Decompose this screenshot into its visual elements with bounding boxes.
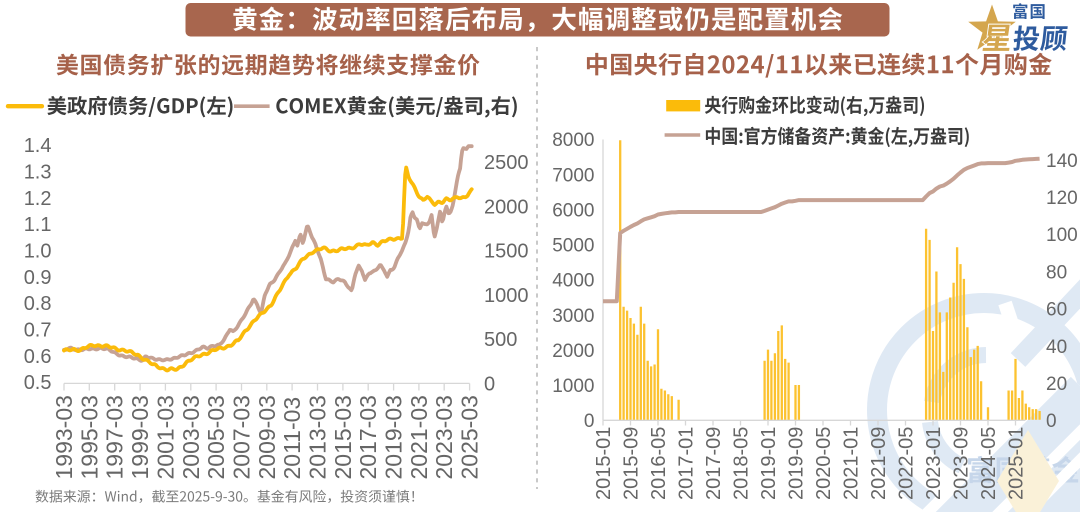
svg-text:1000: 1000 xyxy=(484,285,529,307)
svg-text:2000: 2000 xyxy=(552,341,594,362)
svg-text:2015-09: 2015-09 xyxy=(621,427,643,500)
svg-text:1999-03: 1999-03 xyxy=(127,395,153,479)
svg-text:2018-05: 2018-05 xyxy=(731,427,753,500)
svg-text:0.8: 0.8 xyxy=(24,293,52,315)
svg-text:6000: 6000 xyxy=(552,200,594,221)
svg-text:100: 100 xyxy=(1046,225,1078,246)
svg-text:2015-03: 2015-03 xyxy=(330,395,356,479)
svg-text:0.7: 0.7 xyxy=(24,320,52,342)
svg-text:80: 80 xyxy=(1046,262,1067,283)
svg-text:2024-05: 2024-05 xyxy=(978,427,1000,500)
svg-text:2017-03: 2017-03 xyxy=(355,395,381,479)
svg-text:2017-01: 2017-01 xyxy=(676,427,698,500)
svg-text:0: 0 xyxy=(1046,411,1057,432)
svg-text:5000: 5000 xyxy=(552,236,594,257)
svg-text:2009-03: 2009-03 xyxy=(254,395,280,479)
svg-text:0: 0 xyxy=(484,373,495,395)
svg-text:2021-01: 2021-01 xyxy=(841,427,863,500)
svg-text:1993-03: 1993-03 xyxy=(51,395,77,479)
svg-text:1.0: 1.0 xyxy=(24,241,52,263)
svg-text:2016-05: 2016-05 xyxy=(648,427,670,500)
svg-text:2021-03: 2021-03 xyxy=(406,395,432,479)
svg-text:2019-01: 2019-01 xyxy=(758,427,780,500)
svg-text:0.6: 0.6 xyxy=(24,346,52,368)
svg-text:120: 120 xyxy=(1046,188,1078,209)
svg-text:7000: 7000 xyxy=(552,165,594,186)
svg-text:2015-01: 2015-01 xyxy=(593,427,615,500)
svg-text:2001-03: 2001-03 xyxy=(152,395,178,479)
svg-text:1.1: 1.1 xyxy=(24,214,52,236)
svg-text:4000: 4000 xyxy=(552,271,594,292)
svg-text:8000: 8000 xyxy=(552,130,594,151)
svg-text:20: 20 xyxy=(1046,374,1067,395)
svg-text:0.5: 0.5 xyxy=(24,372,52,394)
svg-text:2022-05: 2022-05 xyxy=(896,427,918,500)
svg-text:1.2: 1.2 xyxy=(24,188,52,210)
svg-text:2025-01: 2025-01 xyxy=(1006,427,1028,500)
svg-text:2025-03: 2025-03 xyxy=(457,395,483,479)
svg-text:1.3: 1.3 xyxy=(24,162,52,184)
svg-text:3000: 3000 xyxy=(552,306,594,327)
svg-text:2019-03: 2019-03 xyxy=(381,395,407,479)
svg-text:1000: 1000 xyxy=(552,376,594,397)
svg-text:2020-05: 2020-05 xyxy=(813,427,835,500)
svg-text:2023-03: 2023-03 xyxy=(431,395,457,479)
svg-text:60: 60 xyxy=(1046,300,1067,321)
svg-text:2000: 2000 xyxy=(484,196,529,218)
svg-text:2005-03: 2005-03 xyxy=(203,395,229,479)
svg-text:2023-09: 2023-09 xyxy=(951,427,973,500)
svg-text:2019-09: 2019-09 xyxy=(786,427,808,500)
svg-text:2021-09: 2021-09 xyxy=(868,427,890,500)
svg-text:1997-03: 1997-03 xyxy=(102,395,128,479)
svg-text:1.4: 1.4 xyxy=(24,135,52,157)
svg-text:140: 140 xyxy=(1046,151,1078,172)
svg-text:40: 40 xyxy=(1046,337,1067,358)
svg-text:1995-03: 1995-03 xyxy=(76,395,102,479)
svg-text:2500: 2500 xyxy=(484,152,529,174)
svg-text:1500: 1500 xyxy=(484,241,529,263)
svg-text:0: 0 xyxy=(584,411,595,432)
svg-text:2011-03: 2011-03 xyxy=(279,397,305,480)
svg-text:2003-03: 2003-03 xyxy=(178,395,204,479)
svg-text:2023-01: 2023-01 xyxy=(923,427,945,500)
svg-text:0.9: 0.9 xyxy=(24,267,52,289)
svg-text:2017-09: 2017-09 xyxy=(703,427,725,500)
svg-text:2013-03: 2013-03 xyxy=(305,395,331,479)
svg-text:500: 500 xyxy=(484,329,517,351)
svg-text:2007-03: 2007-03 xyxy=(229,395,255,479)
